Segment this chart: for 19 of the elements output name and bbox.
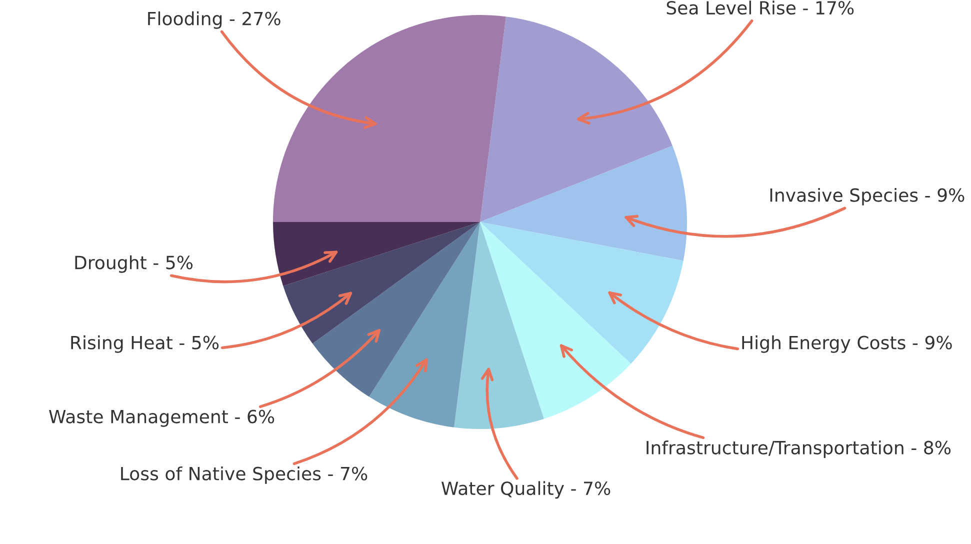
slice-label: Water Quality - 7% <box>441 481 610 499</box>
pie-slice <box>312 222 480 397</box>
slice-label: Invasive Species - 9% <box>770 188 964 206</box>
pie-slice <box>369 222 480 428</box>
slice-label: High Energy Costs - 9% <box>742 335 952 353</box>
pie-slice <box>480 146 687 261</box>
slice-label: Rising Heat - 5% <box>71 335 219 353</box>
pie-slice <box>454 222 544 429</box>
slice-label: Sea Level Rise - 17% <box>666 0 854 15</box>
pie-slice <box>273 222 480 286</box>
pie-slice <box>480 222 631 419</box>
slice-label: Loss of Native Species - 7% <box>121 466 368 484</box>
pie-slice <box>480 222 684 364</box>
pie-slice <box>480 16 672 222</box>
slice-label: Waste Management - 6% <box>49 410 274 427</box>
slice-label: Flooding - 27% <box>148 11 280 29</box>
pie-slice <box>283 222 480 344</box>
slice-label: Infrastructure/Transportation - 8% <box>646 440 951 458</box>
slice-label: Drought - 5% <box>75 255 193 273</box>
